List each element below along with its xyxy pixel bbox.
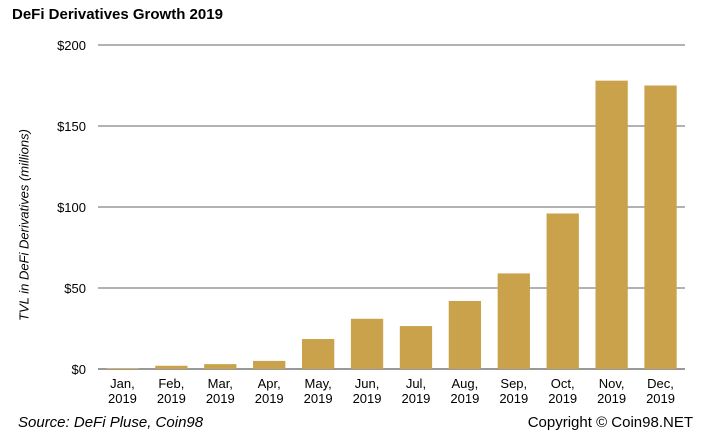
x-tick-label: Jan,	[110, 376, 135, 391]
bar	[644, 85, 677, 369]
x-tick-label: Oct,	[551, 376, 575, 391]
bar	[595, 80, 628, 369]
y-tick-label: $200	[57, 38, 86, 53]
bar	[155, 365, 188, 369]
x-tick-label: Nov,	[599, 376, 625, 391]
x-tick-label: 2019	[255, 391, 284, 406]
x-tick-label: Dec,	[647, 376, 674, 391]
x-tick-label: 2019	[646, 391, 675, 406]
bar	[253, 360, 286, 369]
x-tick-label: 2019	[597, 391, 626, 406]
x-tick-label: May,	[305, 376, 332, 391]
chart-title: DeFi Derivatives Growth 2019	[12, 6, 223, 23]
copyright-note: Copyright © Coin98.NET	[527, 414, 693, 431]
bar	[448, 300, 482, 369]
bar	[350, 318, 384, 369]
x-tick-label: Feb,	[158, 376, 184, 391]
x-tick-label: 2019	[157, 391, 186, 406]
x-tick-label: Jun,	[355, 376, 380, 391]
source-note: Source: DeFi Pluse, Coin98	[18, 414, 204, 431]
x-tick-label: 2019	[548, 391, 577, 406]
bar	[106, 368, 139, 369]
x-tick-label: Jul,	[406, 376, 426, 391]
x-tick-label: Apr,	[258, 376, 281, 391]
x-tick-label: Mar,	[208, 376, 233, 391]
x-tick-label: 2019	[499, 391, 528, 406]
bar	[399, 326, 433, 369]
y-tick-label: $50	[64, 281, 86, 296]
bar	[204, 364, 237, 369]
x-tick-label: Aug,	[452, 376, 479, 391]
y-tick-label: $0	[72, 362, 86, 377]
x-tick-label: Sep,	[500, 376, 527, 391]
y-tick-label: $100	[57, 200, 86, 215]
x-tick-label: 2019	[450, 391, 479, 406]
x-tick-label: 2019	[206, 391, 235, 406]
y-tick-label: $150	[57, 119, 86, 134]
x-tick-label: 2019	[304, 391, 333, 406]
x-tick-label: 2019	[353, 391, 382, 406]
x-tick-label: 2019	[401, 391, 430, 406]
x-tick-label: 2019	[108, 391, 137, 406]
bar	[546, 213, 579, 369]
bar	[497, 273, 530, 369]
bar	[301, 339, 335, 369]
